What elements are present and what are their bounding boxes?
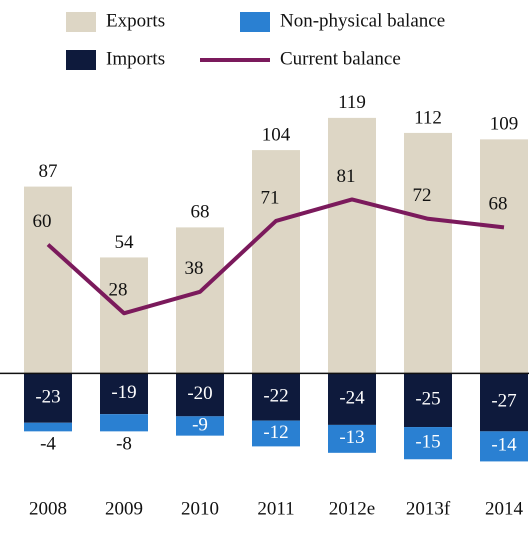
bar [100, 257, 148, 374]
data-label: 119 [338, 92, 366, 113]
data-label: 38 [185, 258, 204, 279]
bar [252, 373, 300, 421]
x-tick-label: 2013f [406, 498, 451, 519]
bar [100, 414, 148, 432]
bar [24, 422, 72, 432]
x-tick-label: 2012e [329, 498, 375, 519]
data-label: -9 [192, 414, 208, 435]
bar [24, 373, 72, 423]
x-tick-label: 2014 [485, 498, 524, 519]
bar [328, 424, 376, 453]
bar [404, 132, 452, 374]
bar [480, 139, 528, 374]
data-label: -4 [40, 434, 56, 455]
bar [404, 427, 452, 460]
legend-label: Imports [106, 48, 165, 69]
x-tick-label: 2008 [29, 498, 67, 519]
x-tick-label: 2009 [105, 498, 143, 519]
bar [252, 150, 300, 374]
bar [404, 373, 452, 428]
data-label: -13 [339, 427, 364, 448]
bar [100, 373, 148, 415]
data-label: -20 [187, 383, 212, 404]
data-label: -23 [35, 386, 60, 407]
data-label: -19 [111, 382, 136, 403]
bar [24, 186, 72, 374]
data-label: -22 [263, 385, 288, 406]
data-label: -27 [491, 391, 516, 412]
bar [176, 227, 224, 374]
data-label: -14 [491, 435, 517, 456]
x-tick-label: 2010 [181, 498, 219, 519]
data-label: 28 [109, 280, 128, 301]
bar [176, 416, 224, 436]
bar [480, 373, 528, 432]
legend-swatch [66, 12, 96, 32]
legend-swatch [240, 12, 270, 32]
data-label: -8 [116, 434, 132, 455]
data-label: -25 [415, 389, 440, 410]
line [46, 197, 505, 316]
bar [252, 420, 300, 447]
data-label: -15 [415, 432, 440, 453]
data-label: 104 [262, 124, 291, 145]
data-label: 109 [490, 114, 519, 135]
legend-label: Current balance [280, 48, 401, 69]
data-label: 54 [115, 232, 135, 253]
data-label: 81 [337, 166, 356, 187]
data-label: 87 [39, 161, 58, 182]
bar [480, 431, 528, 462]
data-label: 60 [33, 211, 52, 232]
x-tick-label: 2011 [257, 498, 294, 519]
data-label: 72 [413, 185, 432, 206]
data-label: 112 [414, 107, 442, 128]
legend-label: Non-physical balance [280, 10, 445, 31]
data-label: 71 [261, 187, 280, 208]
legend-label: Exports [106, 10, 165, 31]
legend-swatch [66, 50, 96, 70]
data-label: 68 [489, 194, 508, 215]
bar [176, 373, 224, 417]
data-label: 68 [191, 202, 210, 223]
data-label: -12 [263, 422, 288, 443]
data-label: -24 [339, 388, 365, 409]
bar [328, 117, 376, 374]
bar [328, 373, 376, 425]
